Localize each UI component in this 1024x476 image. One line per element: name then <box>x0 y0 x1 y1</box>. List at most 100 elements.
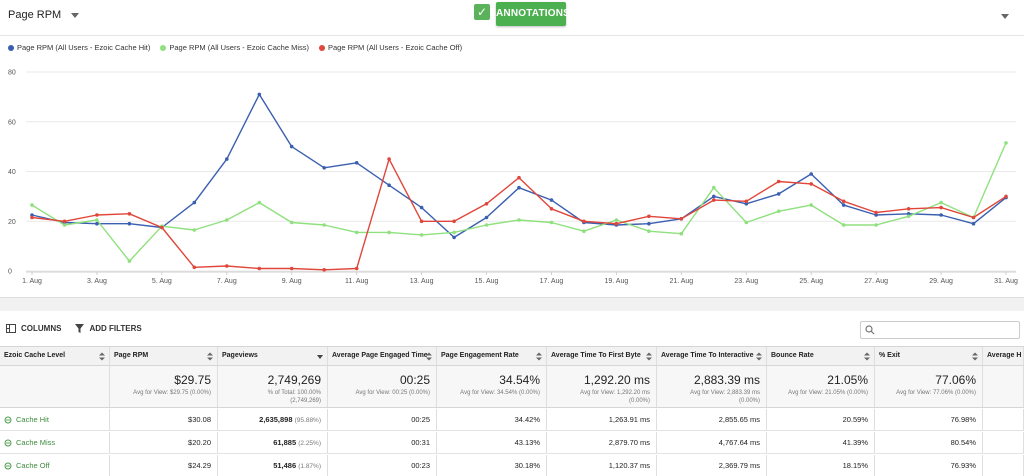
series-line-1[interactable] <box>31 142 1007 262</box>
series-2-point[interactable] <box>160 225 164 230</box>
series-0-point[interactable] <box>809 172 813 176</box>
series-0-point[interactable] <box>419 205 424 210</box>
series-2-point[interactable] <box>192 265 197 270</box>
series-2-point[interactable] <box>419 219 424 224</box>
series-1-point[interactable] <box>809 203 813 207</box>
series-2-point[interactable] <box>225 264 229 268</box>
series-0-point[interactable] <box>517 185 521 190</box>
series-2-point[interactable] <box>484 202 489 206</box>
column-header[interactable]: Ezoic Cache Level <box>0 347 110 365</box>
series-1-point[interactable] <box>939 200 943 205</box>
series-0-point[interactable] <box>192 200 197 205</box>
series-1-point[interactable] <box>614 218 619 222</box>
series-0-point[interactable] <box>744 202 749 206</box>
series-1-point[interactable] <box>549 220 554 225</box>
row-name[interactable]: Cache Off <box>16 461 50 470</box>
series-1-point[interactable] <box>517 218 521 222</box>
series-line-0[interactable] <box>31 93 1007 239</box>
series-0-point[interactable] <box>95 221 99 226</box>
series-1-point[interactable] <box>322 223 327 227</box>
series-2-point[interactable] <box>517 175 521 180</box>
columns-button[interactable]: COLUMNS <box>6 324 61 333</box>
chart-scrollbar-track[interactable] <box>0 297 1024 311</box>
series-2-point[interactable] <box>776 179 781 184</box>
series-2-point[interactable] <box>874 210 878 215</box>
add-filters-button[interactable]: ADD FILTERS <box>75 324 142 333</box>
series-2-point[interactable] <box>582 219 586 224</box>
series-0-point[interactable] <box>127 221 132 226</box>
series-2-point[interactable] <box>354 266 359 271</box>
series-2-point[interactable] <box>679 217 684 221</box>
search-input[interactable] <box>879 324 1019 340</box>
series-2-point[interactable] <box>549 207 554 211</box>
series-0-point[interactable] <box>484 215 489 220</box>
series-2-point[interactable] <box>712 198 716 202</box>
series-0-point[interactable] <box>387 183 391 187</box>
series-1-point[interactable] <box>127 259 132 263</box>
series-0-point[interactable] <box>322 166 327 170</box>
column-header[interactable]: Average Page Engaged Time <box>328 347 437 365</box>
legend-item-cache-miss[interactable]: Page RPM (All Users - Ezoic Cache Miss) <box>160 43 309 52</box>
row-name[interactable]: Cache Hit <box>16 415 49 424</box>
column-header[interactable]: Bounce Rate <box>767 347 875 365</box>
series-2-point[interactable] <box>744 199 749 204</box>
series-0-point[interactable] <box>549 198 554 202</box>
series-1-point[interactable] <box>289 220 294 225</box>
series-2-point[interactable] <box>647 214 651 219</box>
column-header[interactable]: Average Time To First Byte <box>547 347 657 365</box>
drilldown-icon[interactable] <box>4 416 12 424</box>
series-2-point[interactable] <box>809 182 813 186</box>
series-2-point[interactable] <box>387 157 391 161</box>
table-row[interactable]: Cache Off $24.29 51,486 (1.87%) 00:23 30.18%… <box>0 455 1024 476</box>
column-header[interactable]: Pageviews <box>218 347 328 365</box>
series-1-point[interactable] <box>484 223 489 227</box>
series-1-point[interactable] <box>95 218 99 222</box>
column-header[interactable]: % Exit <box>875 347 983 365</box>
series-1-point[interactable] <box>354 230 359 235</box>
series-2-point[interactable] <box>30 215 34 220</box>
series-1-point[interactable] <box>225 218 229 222</box>
series-0-point[interactable] <box>257 92 262 97</box>
row-name-cell[interactable]: Cache Hit <box>0 409 110 430</box>
series-0-point[interactable] <box>906 212 911 216</box>
series-2-point[interactable] <box>257 266 262 271</box>
drilldown-icon[interactable] <box>4 462 12 470</box>
series-1-point[interactable] <box>419 233 424 237</box>
legend-item-cache-off[interactable]: Page RPM (All Users - Ezoic Cache Off) <box>319 43 462 52</box>
series-1-point[interactable] <box>906 214 911 219</box>
series-0-point[interactable] <box>874 213 878 217</box>
series-1-point[interactable] <box>712 185 716 190</box>
series-2-point[interactable] <box>939 205 943 210</box>
series-1-point[interactable] <box>744 220 749 225</box>
drilldown-icon[interactable] <box>4 439 12 447</box>
series-0-point[interactable] <box>841 203 846 207</box>
series-2-point[interactable] <box>322 268 327 272</box>
annotations-button[interactable]: ANNOTATIONS <box>496 2 570 26</box>
table-row[interactable]: Cache Hit $30.08 2,635,898 (95.88%) 00:25 34… <box>0 409 1024 431</box>
table-row[interactable]: Cache Miss $20.20 61,885 (2.25%) 00:31 43.13… <box>0 432 1024 454</box>
annotations-checkbox[interactable]: ✓ <box>474 4 490 20</box>
chart-options-chevron-icon[interactable] <box>1001 14 1009 19</box>
series-2-point[interactable] <box>95 213 99 217</box>
series-1-point[interactable] <box>257 200 262 205</box>
series-2-point[interactable] <box>62 219 67 224</box>
legend-item-cache-hit[interactable]: Page RPM (All Users - Ezoic Cache Hit) <box>8 43 150 52</box>
series-2-point[interactable] <box>971 215 976 220</box>
series-2-point[interactable] <box>841 199 846 204</box>
series-1-point[interactable] <box>387 230 391 235</box>
column-header[interactable]: Page Engagement Rate <box>437 347 547 365</box>
series-1-point[interactable] <box>1004 141 1008 145</box>
series-0-point[interactable] <box>776 192 781 196</box>
series-1-point[interactable] <box>192 228 197 232</box>
series-2-point[interactable] <box>127 212 132 216</box>
series-2-point[interactable] <box>452 219 456 224</box>
column-header[interactable]: Page RPM <box>110 347 218 365</box>
series-2-point[interactable] <box>906 207 911 211</box>
series-0-point[interactable] <box>712 194 716 199</box>
series-1-point[interactable] <box>776 209 781 214</box>
series-0-point[interactable] <box>225 157 229 161</box>
series-2-point[interactable] <box>1004 194 1008 199</box>
series-1-point[interactable] <box>647 229 651 233</box>
series-1-point[interactable] <box>452 230 456 235</box>
series-0-point[interactable] <box>30 213 34 217</box>
